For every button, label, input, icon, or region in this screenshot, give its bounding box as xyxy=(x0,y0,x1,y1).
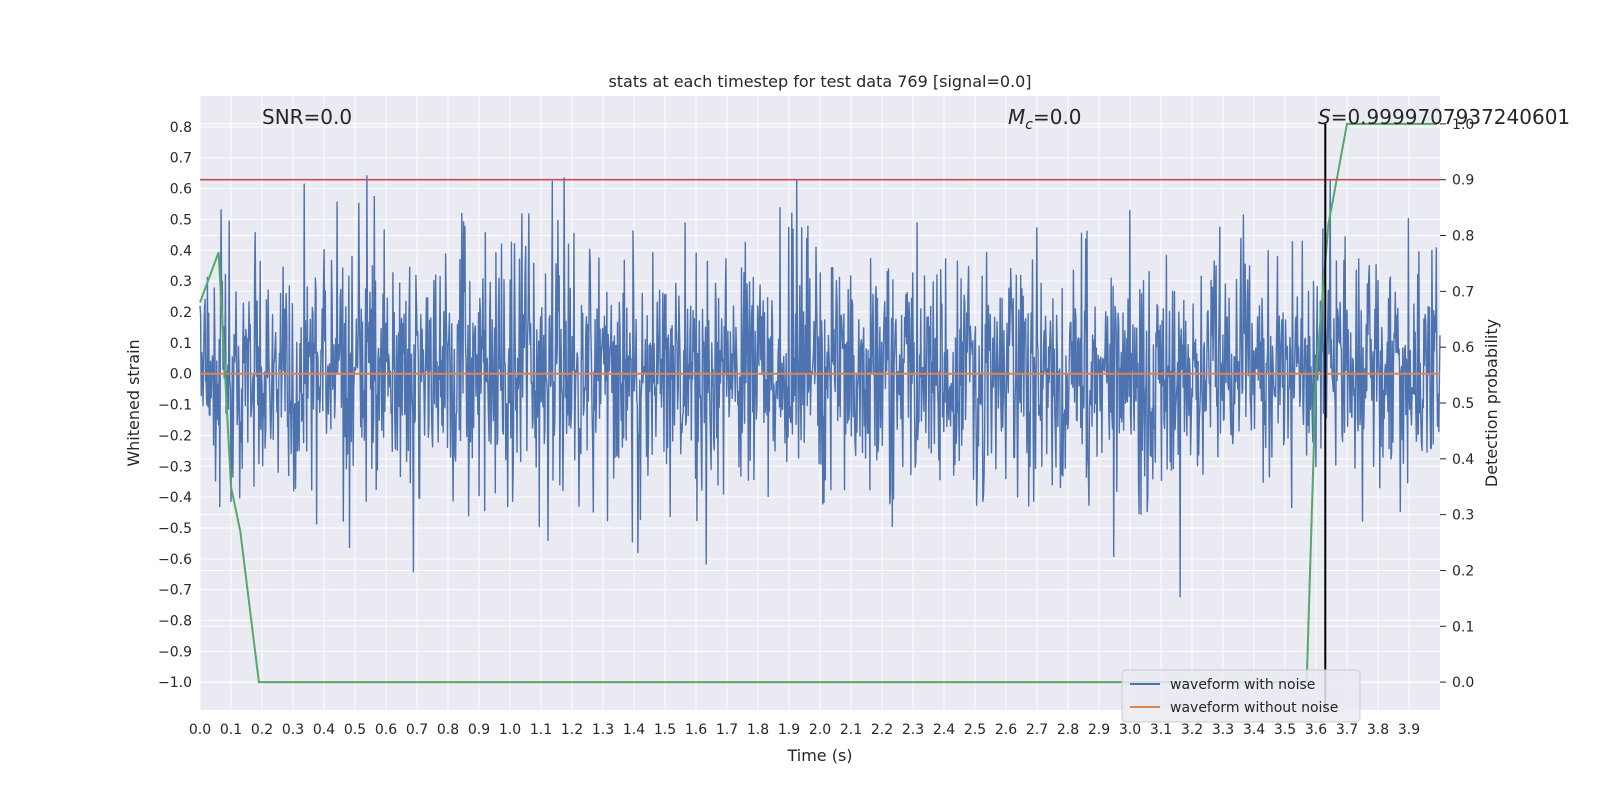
x-tick-label: 0.3 xyxy=(282,722,304,738)
x-tick-label: 3.9 xyxy=(1398,722,1420,738)
x-tick-label: 3.6 xyxy=(1305,722,1327,738)
x-tick-label: 1.5 xyxy=(654,722,676,738)
series-detection-probability xyxy=(199,122,1437,684)
y2-tick-label: 0.0 xyxy=(1452,675,1474,691)
y-tick-label: −0.3 xyxy=(158,459,192,475)
x-tick-label: 2.1 xyxy=(840,722,862,738)
snr-annotation: SNR=0.0 xyxy=(262,105,352,129)
x-tick-label: 1.0 xyxy=(499,722,521,738)
x-tick-label: 0.1 xyxy=(220,722,242,738)
y-tick-label: −0.8 xyxy=(158,614,192,630)
y2-tick-label: 0.2 xyxy=(1452,563,1474,579)
legend-box xyxy=(1121,669,1361,723)
y-tick-label: 0.0 xyxy=(170,367,192,383)
x-tick-label: 1.8 xyxy=(747,722,769,738)
x-tick-label: 1.7 xyxy=(716,722,738,738)
y2-tick-label: 0.1 xyxy=(1452,619,1474,635)
y-tick-label: −0.4 xyxy=(158,490,192,506)
x-tick-label: 2.8 xyxy=(1057,722,1079,738)
y-tick-label: −0.2 xyxy=(158,428,192,444)
x-tick-label: 1.1 xyxy=(530,722,552,738)
x-tick-label: 0.0 xyxy=(189,722,211,738)
x-tick-label: 2.6 xyxy=(995,722,1017,738)
x-tick-label: 3.7 xyxy=(1336,722,1358,738)
y-tick-label: 0.4 xyxy=(170,243,192,259)
s-symbol: S xyxy=(1318,105,1331,129)
x-tick-label: 0.9 xyxy=(468,722,490,738)
y-tick-label: 0.5 xyxy=(170,212,192,228)
mc-value: =0.0 xyxy=(1033,105,1082,129)
y-tick-label: −0.1 xyxy=(158,398,192,414)
x-tick-label: 0.8 xyxy=(437,722,459,738)
chirp-mass-annotation: Mc=0.0 xyxy=(1008,105,1082,133)
y2-tick-label: 0.5 xyxy=(1452,396,1474,412)
legend-label-clean: waveform without noise xyxy=(1170,700,1338,716)
x-tick-label: 1.2 xyxy=(561,722,583,738)
legend: waveform with noise waveform without noi… xyxy=(1121,669,1361,723)
x-tick-label: 3.3 xyxy=(1212,722,1234,738)
y-tick-label: 0.8 xyxy=(170,120,192,136)
y-axis-ticks: 0.8 0.7 0.6 0.5 0.4 0.3 0.2 0.1 0.0 −0.1 −0.2 −0.3 −… xyxy=(158,120,192,691)
x-tick-label: 2.3 xyxy=(902,722,924,738)
x-tick-label: 3.2 xyxy=(1181,722,1203,738)
y2-tick-label: 0.9 xyxy=(1452,173,1474,189)
series-waveform-with-noise xyxy=(199,175,1441,598)
y2-tick-label: 0.4 xyxy=(1452,452,1474,468)
x-tick-label: 3.5 xyxy=(1274,722,1296,738)
chart-title: stats at each timestep for test data 769… xyxy=(608,72,1031,91)
y2-tick-label: 0.6 xyxy=(1452,340,1474,356)
x-tick-label: 0.5 xyxy=(344,722,366,738)
x-tick-label: 3.8 xyxy=(1367,722,1389,738)
x-tick-label: 2.5 xyxy=(964,722,986,738)
s-value: =0.9999707937240601 xyxy=(1331,105,1570,129)
y2-tick-label: 0.8 xyxy=(1452,229,1474,245)
y-tick-label: 0.2 xyxy=(170,305,192,321)
x-tick-label: 0.7 xyxy=(406,722,428,738)
x-tick-label: 1.3 xyxy=(592,722,614,738)
mc-symbol: M xyxy=(1008,105,1025,129)
x-axis-label: Time (s) xyxy=(786,746,852,765)
y2-axis-label: Detection probability xyxy=(1482,319,1501,487)
x-tick-label: 3.0 xyxy=(1119,722,1141,738)
noise-waveform-line xyxy=(199,175,1441,598)
y-tick-label: 0.1 xyxy=(170,336,192,352)
score-annotation: S=0.9999707937240601 xyxy=(1318,105,1570,129)
x-axis-ticks: 0.0 0.1 0.2 0.3 0.4 0.5 0.6 0.7 0.8 0.9 1.0 1.1 1.2 1… xyxy=(189,722,1420,738)
y2-axis-ticks: 1.0 0.9 0.8 0.7 0.6 0.5 0.4 0.3 0.2 0.1 0.0 xyxy=(1440,117,1474,691)
y-tick-label: 0.6 xyxy=(170,182,192,198)
x-tick-label: 2.9 xyxy=(1088,722,1110,738)
x-tick-label: 2.2 xyxy=(871,722,893,738)
y-tick-label: −0.7 xyxy=(158,583,192,599)
x-tick-label: 3.4 xyxy=(1243,722,1265,738)
y2-tick-label: 0.3 xyxy=(1452,508,1474,524)
y-axis-label: Whitened strain xyxy=(124,339,143,466)
x-tick-label: 0.6 xyxy=(375,722,397,738)
x-tick-label: 1.4 xyxy=(623,722,645,738)
y2-tick-label: 1.0 xyxy=(1452,117,1474,133)
y2-tick-label: 0.7 xyxy=(1452,284,1474,300)
mc-subscript: c xyxy=(1025,117,1033,133)
x-tick-label: 2.0 xyxy=(809,722,831,738)
x-tick-label: 2.4 xyxy=(933,722,955,738)
y-tick-label: −0.6 xyxy=(158,552,192,568)
y-tick-label: −0.5 xyxy=(158,521,192,537)
x-tick-label: 1.6 xyxy=(685,722,707,738)
x-tick-label: 0.4 xyxy=(313,722,335,738)
x-tick-label: 0.2 xyxy=(251,722,273,738)
x-tick-label: 1.9 xyxy=(778,722,800,738)
legend-label-noise: waveform with noise xyxy=(1170,677,1315,693)
y-tick-label: −0.9 xyxy=(158,644,192,660)
x-tick-label: 2.7 xyxy=(1026,722,1048,738)
y-tick-label: −1.0 xyxy=(158,675,192,691)
x-tick-label: 3.1 xyxy=(1150,722,1172,738)
probability-line xyxy=(199,122,1437,684)
y-tick-label: 0.7 xyxy=(170,151,192,167)
y-tick-label: 0.3 xyxy=(170,274,192,290)
